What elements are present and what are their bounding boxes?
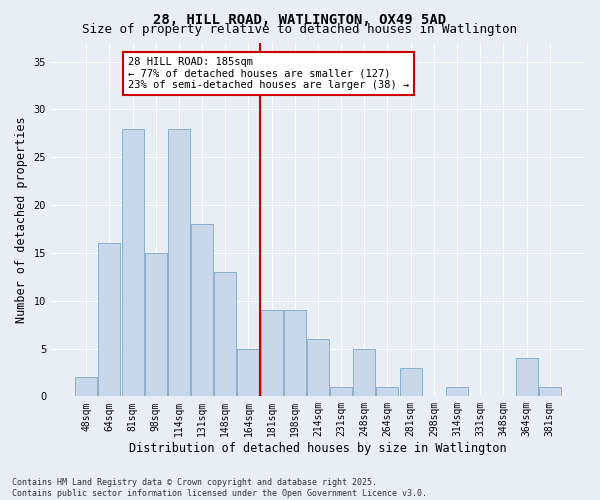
Bar: [238, 348, 259, 397]
Bar: [191, 224, 213, 396]
Text: Contains HM Land Registry data © Crown copyright and database right 2025.
Contai: Contains HM Land Registry data © Crown c…: [12, 478, 427, 498]
Text: 28, HILL ROAD, WATLINGTON, OX49 5AD: 28, HILL ROAD, WATLINGTON, OX49 5AD: [154, 12, 446, 26]
Bar: [214, 272, 236, 396]
Bar: [168, 128, 190, 396]
Bar: [75, 377, 97, 396]
Bar: [400, 368, 422, 396]
Bar: [330, 387, 352, 396]
Bar: [376, 387, 398, 396]
Bar: [284, 310, 306, 396]
Bar: [260, 310, 283, 396]
Bar: [98, 244, 121, 396]
Bar: [307, 339, 329, 396]
Bar: [122, 128, 143, 396]
Bar: [446, 387, 468, 396]
Y-axis label: Number of detached properties: Number of detached properties: [15, 116, 28, 322]
Bar: [515, 358, 538, 397]
Bar: [539, 387, 561, 396]
Bar: [353, 348, 376, 397]
X-axis label: Distribution of detached houses by size in Watlington: Distribution of detached houses by size …: [129, 442, 507, 455]
Bar: [145, 253, 167, 396]
Text: 28 HILL ROAD: 185sqm
← 77% of detached houses are smaller (127)
23% of semi-deta: 28 HILL ROAD: 185sqm ← 77% of detached h…: [128, 57, 409, 90]
Text: Size of property relative to detached houses in Watlington: Size of property relative to detached ho…: [83, 22, 517, 36]
